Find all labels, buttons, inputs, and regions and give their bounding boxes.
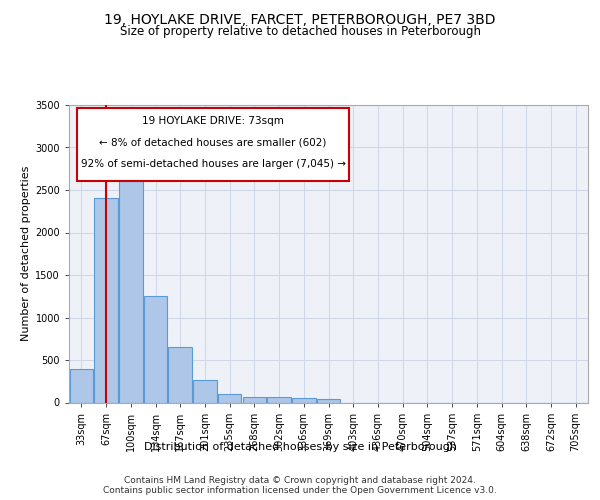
Text: 19, HOYLAKE DRIVE, FARCET, PETERBOROUGH, PE7 3BD: 19, HOYLAKE DRIVE, FARCET, PETERBOROUGH,… <box>104 12 496 26</box>
Y-axis label: Number of detached properties: Number of detached properties <box>21 166 31 342</box>
FancyBboxPatch shape <box>77 108 349 181</box>
Bar <box>193 380 217 402</box>
Bar <box>144 296 167 403</box>
Bar <box>70 368 93 402</box>
Bar <box>119 182 143 402</box>
Bar <box>169 347 192 403</box>
Bar <box>218 394 241 402</box>
Bar <box>94 198 118 402</box>
Bar <box>317 399 340 402</box>
Bar <box>292 398 316 402</box>
Text: 92% of semi-detached houses are larger (7,045) →: 92% of semi-detached houses are larger (… <box>80 159 346 169</box>
Bar <box>242 396 266 402</box>
Text: Size of property relative to detached houses in Peterborough: Size of property relative to detached ho… <box>119 25 481 38</box>
Text: 19 HOYLAKE DRIVE: 73sqm: 19 HOYLAKE DRIVE: 73sqm <box>142 116 284 126</box>
Text: Distribution of detached houses by size in Peterborough: Distribution of detached houses by size … <box>143 442 457 452</box>
Text: ← 8% of detached houses are smaller (602): ← 8% of detached houses are smaller (602… <box>100 137 327 147</box>
Bar <box>268 397 291 402</box>
Text: Contains HM Land Registry data © Crown copyright and database right 2024.
Contai: Contains HM Land Registry data © Crown c… <box>103 476 497 495</box>
